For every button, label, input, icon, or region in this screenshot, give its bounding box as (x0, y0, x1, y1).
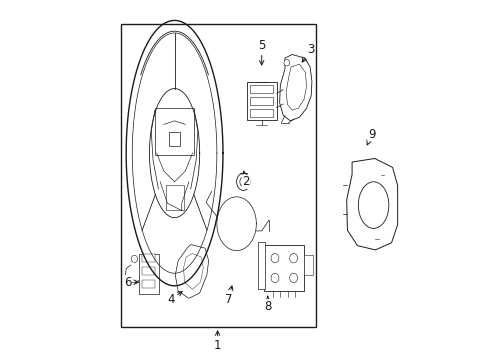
Polygon shape (175, 244, 208, 298)
Text: 3: 3 (302, 42, 314, 62)
Bar (264, 244, 303, 291)
Bar (258, 242, 264, 289)
Bar (250, 85, 273, 93)
Text: 4: 4 (167, 292, 182, 306)
Bar (142, 267, 155, 275)
Ellipse shape (270, 253, 278, 263)
Ellipse shape (358, 182, 388, 228)
Text: 8: 8 (264, 296, 271, 313)
Text: 6: 6 (124, 276, 138, 289)
Bar (165, 185, 183, 211)
Bar (142, 280, 155, 288)
Ellipse shape (236, 173, 250, 190)
Bar (139, 254, 159, 294)
Bar (121, 24, 316, 327)
Ellipse shape (239, 177, 246, 186)
Text: 5: 5 (258, 39, 265, 65)
Ellipse shape (289, 253, 297, 263)
Text: 9: 9 (366, 127, 375, 145)
Bar (250, 97, 273, 105)
Bar (246, 82, 276, 120)
Polygon shape (285, 64, 306, 110)
Polygon shape (279, 54, 311, 121)
Bar (155, 108, 194, 155)
Ellipse shape (284, 59, 289, 66)
Bar (303, 255, 312, 275)
Bar (169, 132, 180, 146)
Text: 7: 7 (224, 286, 232, 306)
Polygon shape (346, 158, 397, 250)
Ellipse shape (289, 273, 297, 283)
Ellipse shape (270, 273, 278, 283)
Text: 2: 2 (242, 171, 249, 188)
Text: 1: 1 (213, 331, 221, 352)
Bar (250, 109, 273, 117)
Bar (142, 254, 155, 262)
Ellipse shape (131, 255, 137, 262)
Polygon shape (183, 253, 203, 289)
